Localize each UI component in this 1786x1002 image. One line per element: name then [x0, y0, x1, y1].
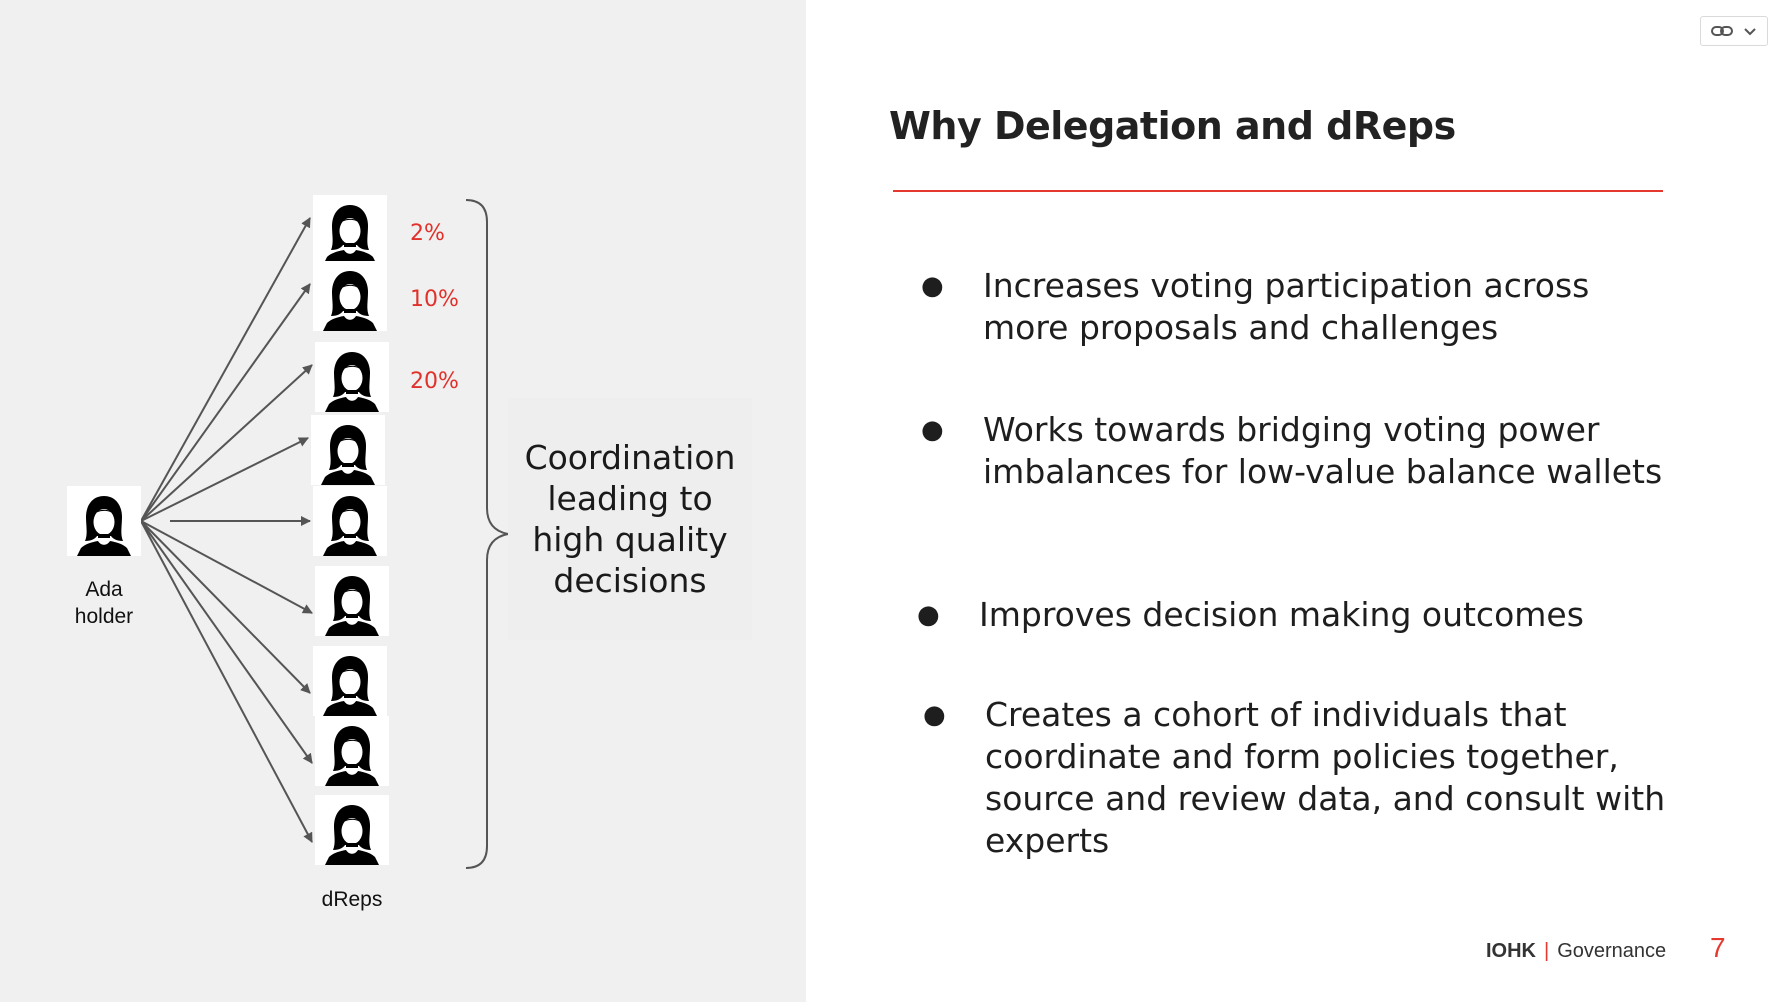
drep-icon [311, 415, 385, 485]
bullet-item: ● Works towards bridging voting power im… [921, 409, 1683, 493]
ada-holder-label-line1: Ada [85, 578, 123, 601]
coordination-text: Coordination leading to high quality dec… [524, 438, 736, 600]
delegation-arrows [140, 217, 313, 843]
delegation-arrow [140, 520, 311, 694]
ada-holder-icon [67, 486, 141, 556]
delegation-arrow [140, 520, 313, 764]
drep-icon [313, 646, 387, 716]
bullet-text: Improves decision making outcomes [979, 595, 1584, 634]
delegation-arrow [140, 217, 311, 522]
drep-icon [313, 261, 387, 331]
percentage-labels: 2% 10% 20% [410, 221, 459, 394]
bullet-text: Creates a cohort of individuals that coo… [985, 695, 1666, 860]
drep-icon [315, 342, 389, 412]
dreps-label: dReps [322, 888, 383, 911]
bullet-item: ● Creates a cohort of individuals that c… [923, 694, 1695, 862]
drep-icon [313, 195, 387, 265]
footer-brand: IOHK [1486, 940, 1536, 962]
footer: IOHK | Governance [1486, 940, 1666, 963]
link-control[interactable] [1700, 16, 1768, 46]
drep-icon [315, 716, 389, 786]
delegation-arrow [140, 364, 313, 522]
drep-icons [311, 195, 389, 865]
page-number: 7 [1710, 932, 1726, 963]
delegation-arrow [140, 437, 309, 522]
drep-percentage: 20% [410, 369, 459, 394]
bullet-text: Increases voting participation across mo… [983, 266, 1590, 347]
chevron-down-icon[interactable] [1743, 22, 1757, 41]
bullet-item: ● Improves decision making outcomes [917, 594, 1699, 636]
drep-icon [315, 795, 389, 865]
bullet-text: Works towards bridging voting power imba… [983, 410, 1663, 491]
bullet-dot-icon: ● [921, 271, 944, 301]
coordination-box: Coordination leading to high quality dec… [508, 398, 752, 640]
drep-icon [313, 486, 387, 556]
grouping-brace [465, 199, 509, 869]
bullet-dot-icon: ● [923, 700, 946, 730]
link-icon[interactable] [1711, 22, 1733, 41]
bullet-dot-icon: ● [917, 600, 940, 630]
slide-title: Why Delegation and dReps [889, 104, 1456, 148]
title-divider [893, 190, 1663, 192]
diagram-panel: Ada holder 2% 10% 20% dReps Coordination l… [0, 0, 806, 1002]
footer-section: Governance [1557, 940, 1667, 962]
drep-percentage: 10% [410, 287, 459, 312]
bullet-dot-icon: ● [921, 415, 944, 445]
drep-icon [315, 566, 389, 636]
drep-percentage: 2% [410, 221, 445, 246]
footer-separator: | [1544, 940, 1550, 962]
bullet-item: ● Increases voting participation across … [921, 265, 1683, 349]
ada-holder-label-line2: holder [75, 605, 133, 628]
delegation-arrow [140, 283, 311, 522]
delegation-arrow [140, 520, 313, 614]
delegation-arrow [140, 520, 313, 843]
